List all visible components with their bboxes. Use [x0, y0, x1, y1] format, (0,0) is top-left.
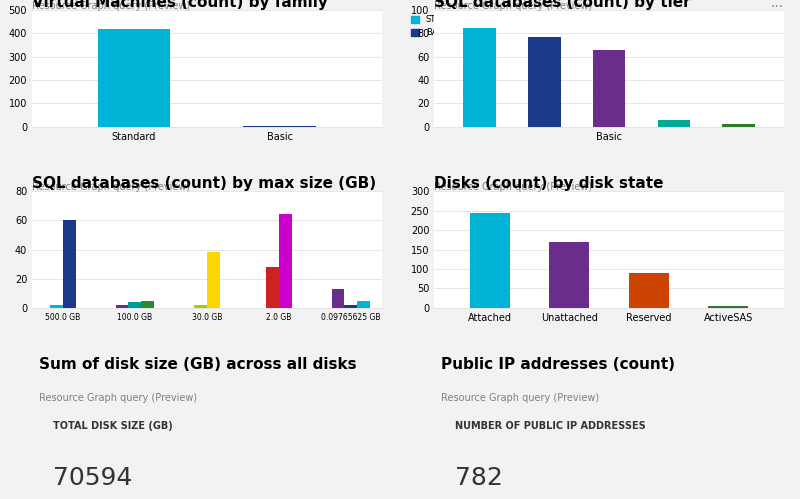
Text: Public IP addresses (count): Public IP addresses (count): [442, 357, 675, 372]
Bar: [470, 213, 510, 308]
Bar: [358, 300, 370, 308]
Legend: STANDARD, BASIC: STANDARD, BASIC: [408, 12, 475, 40]
Text: Sum of disk size (GB) across all disks: Sum of disk size (GB) across all disks: [39, 357, 357, 372]
Text: SQL databases (count) by tier: SQL databases (count) by tier: [434, 0, 691, 10]
Bar: [63, 220, 76, 308]
Bar: [243, 126, 316, 127]
Bar: [279, 215, 292, 308]
Text: 782: 782: [455, 466, 503, 490]
Bar: [98, 28, 170, 127]
Text: Resource Graph query (Preview): Resource Graph query (Preview): [434, 182, 592, 192]
Text: SQL databases (count) by max size (GB): SQL databases (count) by max size (GB): [32, 176, 376, 191]
Bar: [50, 305, 63, 308]
Bar: [550, 242, 590, 308]
Bar: [115, 305, 129, 308]
Bar: [658, 120, 690, 127]
Text: 70594: 70594: [53, 466, 132, 490]
Bar: [722, 124, 755, 127]
Text: Virtual Machines (count) by family: Virtual Machines (count) by family: [32, 0, 328, 10]
Text: ...: ...: [771, 0, 784, 10]
Bar: [528, 37, 561, 127]
Legend: 500.0 GB, 250.0 GB, 150.0 GB, 100.0 GB, 50.0 GB, 32.0 GB, 30.0 GB: 500.0 GB, 250.0 GB, 150.0 GB, 100.0 GB, …: [434, 193, 490, 284]
Bar: [194, 305, 207, 308]
Text: Resource Graph query (Preview): Resource Graph query (Preview): [39, 393, 197, 403]
Bar: [266, 267, 279, 308]
Bar: [463, 27, 496, 127]
Bar: [142, 300, 154, 308]
Bar: [332, 289, 345, 308]
Text: Resource Graph query (Preview): Resource Graph query (Preview): [32, 182, 190, 192]
Bar: [709, 306, 748, 308]
Bar: [345, 305, 358, 308]
Bar: [593, 50, 626, 127]
Text: Resource Graph query (Preview): Resource Graph query (Preview): [434, 0, 592, 10]
Text: NUMBER OF PUBLIC IP ADDRESSES: NUMBER OF PUBLIC IP ADDRESSES: [455, 421, 646, 431]
Bar: [207, 252, 220, 308]
Text: Disks (count) by disk state: Disks (count) by disk state: [434, 176, 664, 191]
Text: Resource Graph query (Preview): Resource Graph query (Preview): [32, 0, 190, 10]
Text: TOTAL DISK SIZE (GB): TOTAL DISK SIZE (GB): [53, 421, 173, 431]
Bar: [129, 302, 142, 308]
Text: Resource Graph query (Preview): Resource Graph query (Preview): [442, 393, 599, 403]
Bar: [629, 273, 669, 308]
